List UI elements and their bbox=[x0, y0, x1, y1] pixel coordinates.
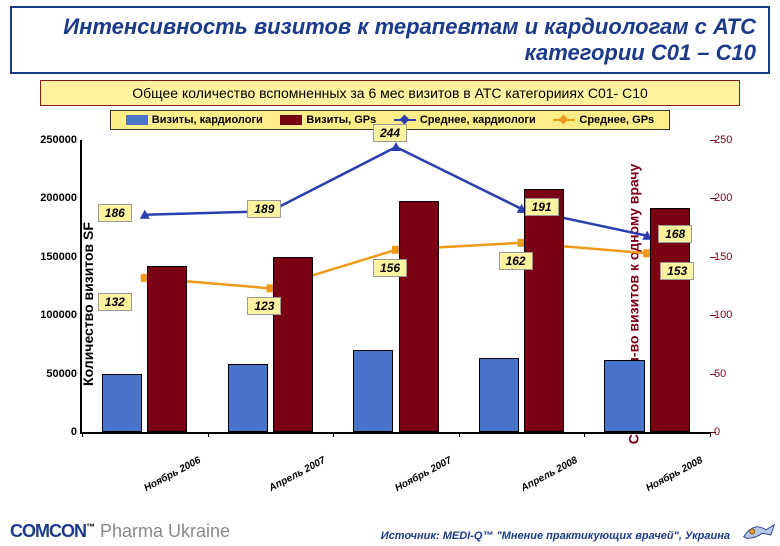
data-label: 244 bbox=[373, 124, 407, 142]
bar bbox=[102, 374, 142, 432]
bar bbox=[273, 257, 313, 432]
bar bbox=[479, 358, 519, 432]
y-right-tick: 0 bbox=[714, 426, 750, 438]
brand-logo: COMCON™ Pharma Ukraine bbox=[10, 521, 230, 542]
bar bbox=[399, 201, 439, 432]
source-citation: Источник: MEDI-Q™ "Мнение практикующих в… bbox=[381, 530, 770, 542]
y-right-tick: 100 bbox=[714, 309, 750, 321]
data-label: 168 bbox=[658, 225, 692, 243]
y-left-tick: 100000 bbox=[27, 309, 77, 321]
legend-swatch-bar bbox=[126, 115, 148, 125]
corner-decoration-icon bbox=[742, 516, 776, 542]
bar bbox=[524, 189, 564, 432]
x-category-label: Апрель 2007 bbox=[268, 455, 328, 494]
y-right-tick: 150 bbox=[714, 251, 750, 263]
bar bbox=[353, 350, 393, 432]
data-label: 132 bbox=[98, 293, 132, 311]
line-marker bbox=[391, 142, 401, 151]
chart-area: Количество визитов SF Среднее кол-во виз… bbox=[20, 134, 760, 474]
legend-label: Среднее, кардиологи bbox=[420, 114, 536, 126]
data-label: 153 bbox=[660, 262, 694, 280]
x-category-label: Апрель 2008 bbox=[519, 455, 579, 494]
x-category-label: Ноябрь 2007 bbox=[393, 455, 453, 494]
legend-label: Визиты, кардиологи bbox=[152, 114, 263, 126]
data-label: 123 bbox=[247, 297, 281, 315]
legend-label: Визиты, GPs bbox=[306, 114, 376, 126]
data-label: 162 bbox=[499, 252, 533, 270]
plot-region: 0500001000001500002000002500000501001502… bbox=[80, 140, 710, 434]
brand-sub: Pharma Ukraine bbox=[95, 521, 230, 541]
legend-swatch-line bbox=[553, 119, 575, 121]
legend-swatch-bar bbox=[280, 115, 302, 125]
title-text: Интенсивность визитов к терапевтам и кар… bbox=[63, 14, 756, 65]
y-right-tick: 250 bbox=[714, 134, 750, 146]
footer: COMCON™ Pharma Ukraine Источник: MEDI-Q™… bbox=[10, 512, 770, 542]
data-label: 156 bbox=[373, 259, 407, 277]
legend-item: Среднее, GPs bbox=[553, 114, 654, 126]
slide-subtitle: Общее количество вспомненных за 6 мес ви… bbox=[40, 80, 740, 106]
y-left-tick: 50000 bbox=[27, 368, 77, 380]
legend-item: Визиты, кардиологи bbox=[126, 114, 263, 126]
data-label: 191 bbox=[525, 198, 559, 216]
subtitle-text: Общее количество вспомненных за 6 мес ви… bbox=[132, 85, 648, 101]
y-right-tick: 50 bbox=[714, 368, 750, 380]
y-left-tick: 0 bbox=[27, 426, 77, 438]
bar bbox=[228, 364, 268, 432]
legend-label: Среднее, GPs bbox=[579, 114, 654, 126]
data-label: 186 bbox=[98, 204, 132, 222]
slide-title: Интенсивность визитов к терапевтам и кар… bbox=[10, 6, 770, 74]
legend-swatch-line bbox=[394, 119, 416, 121]
x-category-label: Ноябрь 2006 bbox=[142, 455, 202, 494]
x-category-label: Ноябрь 2008 bbox=[645, 455, 705, 494]
y-right-tick: 200 bbox=[714, 192, 750, 204]
brand-main: COMCON bbox=[10, 521, 86, 541]
y-left-tick: 200000 bbox=[27, 192, 77, 204]
tm-icon: ™ bbox=[86, 522, 95, 532]
legend-item: Среднее, кардиологи bbox=[394, 114, 536, 126]
legend-item: Визиты, GPs bbox=[280, 114, 376, 126]
data-label: 189 bbox=[247, 200, 281, 218]
y-left-tick: 150000 bbox=[27, 251, 77, 263]
bar bbox=[147, 266, 187, 432]
y-left-tick: 250000 bbox=[27, 134, 77, 146]
bar bbox=[604, 360, 644, 432]
